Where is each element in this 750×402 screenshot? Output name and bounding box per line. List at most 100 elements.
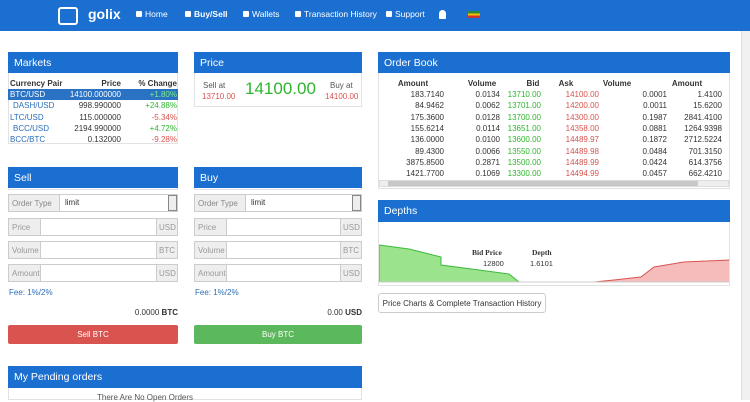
bid: 13700.00 — [507, 112, 541, 122]
panel-header: Price — [194, 52, 362, 73]
flag[interactable] — [468, 11, 480, 18]
submit-button[interactable]: Sell BTC — [8, 325, 178, 344]
submit-button[interactable]: Buy BTC — [194, 325, 362, 344]
change: +24.88% — [145, 101, 177, 111]
amount: 89.4300 — [415, 146, 444, 156]
price: 14100.000000 — [69, 90, 121, 99]
volume: 0.0100 — [475, 135, 500, 145]
ask: 14300.00 — [565, 112, 599, 122]
column-header: Amount — [671, 79, 703, 88]
change: +4.72% — [149, 123, 177, 133]
price: 2194.990000 — [74, 123, 121, 133]
balance: 0.00 USD — [327, 308, 362, 317]
amount: 183.7140 — [410, 90, 444, 99]
amount: 614.3756 — [688, 157, 722, 167]
bid: 13500.00 — [507, 157, 541, 167]
panel-header: Buy — [194, 167, 362, 188]
balance: 0.0000 BTC — [135, 308, 178, 317]
change: -9.28% — [151, 135, 177, 145]
column-header: Amount — [397, 79, 429, 88]
balance-amount: 0.00 — [327, 308, 346, 317]
amount: 662.4210 — [688, 169, 722, 179]
amount: 175.3600 — [410, 112, 444, 122]
amount: 3875.8500 — [406, 157, 444, 167]
volume: 0.0457 — [642, 169, 667, 179]
nav-item[interactable]: Buy/Sell — [194, 9, 228, 19]
volume: 0.0001 — [642, 90, 667, 99]
balance-unit: USD — [345, 308, 362, 317]
column-header: Volume — [602, 79, 632, 88]
nav-item[interactable]: Support — [395, 9, 425, 19]
volume: 0.0484 — [642, 146, 667, 156]
bid: 13651.00 — [507, 123, 541, 133]
price: 0.132000 — [87, 135, 121, 145]
fee: Fee: 1%/2% — [9, 288, 53, 297]
bid: 13710.00 — [507, 90, 541, 99]
volume: 0.0114 — [476, 123, 500, 133]
ask: 14358.00 — [565, 123, 599, 133]
amount: 701.3150 — [688, 146, 722, 156]
input-label: Volume — [8, 241, 41, 259]
ask: 14489.97 — [565, 135, 599, 145]
volume: 0.0062 — [475, 101, 500, 111]
pair[interactable]: BTC/USD — [10, 90, 46, 99]
bid: 13300.00 — [507, 169, 541, 179]
panel-header: Markets — [8, 52, 178, 73]
pair[interactable]: BCC/USD — [13, 123, 50, 133]
ask: 14200.00 — [565, 101, 599, 111]
user-icon[interactable] — [439, 10, 446, 19]
volume: 0.2871 — [475, 157, 500, 167]
ask: 14494.99 — [565, 169, 599, 179]
balance-amount: 0.0000 — [134, 308, 162, 317]
amount: 2712.5224 — [684, 135, 722, 145]
select-label: Order Type — [194, 194, 246, 212]
history-button[interactable]: Price Charts & Complete Transaction Hist… — [378, 293, 546, 313]
ask: 14100.00 — [565, 90, 599, 99]
pair[interactable]: BCC/BTC — [10, 135, 46, 145]
input-unit: USD — [156, 218, 178, 236]
logo-text: golix — [88, 6, 121, 22]
ask-depth-area — [593, 259, 730, 283]
row-highlight — [8, 89, 178, 100]
tooltip-value: 12800 — [483, 259, 504, 268]
ask: 14489.98 — [565, 146, 599, 156]
change: -5.34% — [151, 112, 177, 122]
input-label: Amount — [8, 264, 41, 282]
volume: 0.0011 — [643, 101, 667, 111]
volume: 0.1069 — [475, 169, 500, 179]
column-header: Ask — [558, 79, 574, 88]
price: 115.000000 — [79, 112, 121, 122]
buy-value: 14100.00 — [325, 92, 359, 101]
amount: 2841.4100 — [684, 112, 722, 122]
amount: 136.0000 — [410, 135, 444, 145]
amount: 155.6214 — [410, 123, 444, 133]
nav-icon — [386, 11, 392, 17]
amount: 1421.7700 — [406, 169, 444, 179]
bid: 13550.00 — [507, 146, 541, 156]
nav-item[interactable]: Home — [145, 9, 168, 19]
nav-item[interactable]: Wallets — [252, 9, 280, 19]
column-header: Price — [101, 79, 121, 88]
volume: 0.1987 — [642, 112, 667, 122]
pair[interactable]: LTC/USD — [10, 112, 44, 122]
bid: 13701.00 — [507, 101, 541, 111]
column-header: % Change — [138, 79, 177, 88]
column-header: Currency Pair — [10, 79, 63, 88]
panel-header: Depths — [378, 200, 730, 222]
volume: 0.0881 — [642, 123, 667, 133]
input-unit: BTC — [340, 241, 362, 259]
column-header: Volume — [467, 79, 497, 88]
input-label: Price — [8, 218, 41, 236]
panel-header: Sell — [8, 167, 178, 188]
nav-item[interactable]: Transaction History — [304, 9, 377, 19]
navbar — [0, 0, 750, 31]
depth-chart — [379, 244, 730, 283]
input-unit: BTC — [156, 241, 178, 259]
nav-icon — [243, 11, 249, 17]
amount: 1.4100 — [697, 90, 722, 99]
ask: 14489.99 — [565, 157, 599, 167]
column-header: Bid — [526, 79, 540, 88]
page-scrollbar — [741, 31, 750, 400]
pair[interactable]: DASH/USD — [13, 101, 55, 111]
